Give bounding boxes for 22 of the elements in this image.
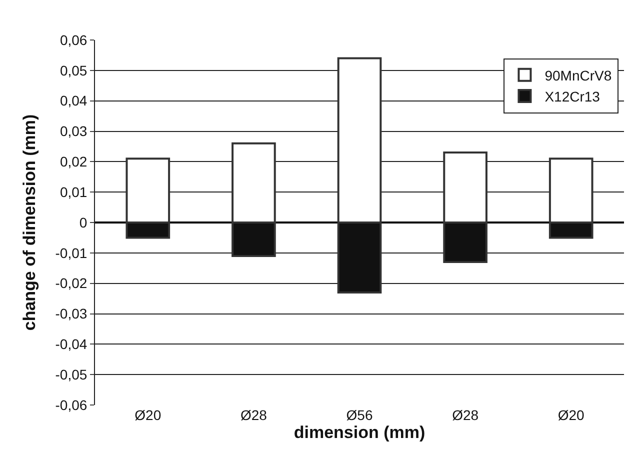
y-tick-label: -0,04 — [55, 336, 88, 352]
y-tick-label: 0,01 — [60, 184, 88, 200]
x-tick-label: Ø20 — [558, 407, 585, 423]
y-tick-label: 0,06 — [60, 32, 88, 48]
y-tick-label: -0,01 — [55, 244, 88, 261]
y-tick-label: 0,02 — [60, 154, 88, 170]
x-tick-label: Ø28 — [240, 407, 268, 423]
x-axis-title: dimension (mm) — [294, 423, 426, 442]
y-tick-label: -0,03 — [55, 306, 88, 322]
x-tick-label: Ø56 — [346, 407, 373, 423]
x-tick-label: Ø20 — [134, 407, 162, 423]
y-axis-title: change of dimension (mm) — [20, 114, 39, 331]
x-tick-label: Ø28 — [452, 407, 479, 423]
y-tick-label: -0,02 — [55, 275, 88, 292]
y-tick-label: -0,06 — [55, 396, 88, 413]
legend-label: X12Cr13 — [544, 88, 600, 105]
legend-label: 90MnCrV8 — [544, 67, 612, 84]
y-tick-label: -0,05 — [55, 366, 88, 382]
y-tick-label: 0,04 — [60, 92, 88, 109]
y-tick-label: 0 — [79, 214, 88, 230]
y-tick-label: 0,03 — [60, 123, 88, 140]
y-tick-label: 0,05 — [60, 62, 88, 78]
